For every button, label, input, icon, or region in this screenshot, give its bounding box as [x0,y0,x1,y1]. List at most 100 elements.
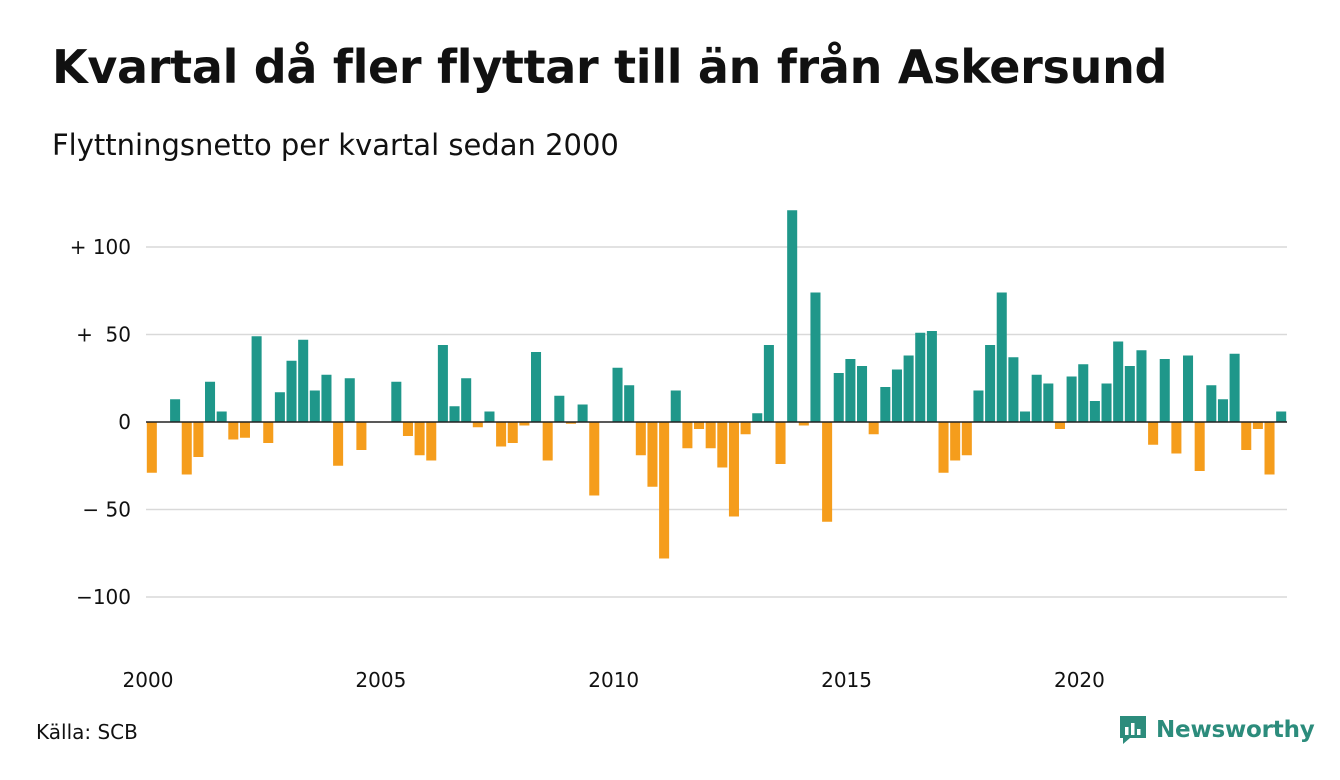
bar[interactable] [554,395,565,422]
bar[interactable] [1020,411,1031,423]
bar[interactable] [589,422,600,496]
bar[interactable] [414,422,425,456]
bar[interactable] [507,422,518,443]
bar[interactable] [1276,411,1287,423]
bar[interactable] [996,292,1007,423]
bar[interactable] [810,292,821,423]
bar[interactable] [1031,374,1042,422]
x-tick-label: 2000 [123,668,174,692]
bar[interactable] [915,332,926,422]
bar[interactable] [356,422,367,450]
bar[interactable] [146,422,157,473]
bar[interactable] [426,422,437,461]
bar[interactable] [728,422,739,517]
bar[interactable] [868,422,879,435]
bar[interactable] [239,422,250,438]
bar[interactable] [717,422,728,468]
bar[interactable] [1229,353,1240,422]
bar[interactable] [402,422,413,436]
bar[interactable] [170,399,181,422]
bar[interactable] [298,339,309,422]
bar[interactable] [1066,376,1077,423]
bar[interactable] [496,422,507,447]
bar[interactable] [193,422,204,457]
brand-logo[interactable]: Newsworthy [1118,714,1315,746]
bar[interactable] [903,355,914,423]
bar[interactable] [1113,341,1124,423]
bar[interactable] [1008,357,1019,422]
bar[interactable] [484,411,495,423]
bar[interactable] [205,381,216,422]
bar[interactable] [1043,383,1054,423]
bar[interactable] [961,422,972,456]
bar[interactable] [542,422,553,461]
newsworthy-chat-bar-icon [1120,716,1146,744]
bar[interactable] [740,422,751,435]
bar[interactable] [1078,364,1089,422]
bar[interactable] [274,392,285,422]
bar[interactable] [577,404,588,423]
x-axis-labels: 2000 2005 2010 2015 2020 [123,668,1105,692]
bar[interactable] [985,345,996,422]
bar[interactable] [1171,422,1182,454]
bar[interactable] [1124,366,1135,422]
bar[interactable] [938,422,949,473]
bar[interactable] [682,422,693,449]
bar[interactable] [531,352,542,422]
bar[interactable] [1159,359,1170,422]
bar[interactable] [705,422,716,449]
bar[interactable] [1101,383,1112,423]
bar[interactable] [344,378,355,422]
bar[interactable] [880,387,891,422]
bar[interactable] [216,411,227,423]
bar[interactable] [752,413,763,422]
bar[interactable] [461,378,472,422]
bar[interactable] [822,422,833,522]
bar[interactable] [449,406,460,422]
bar[interactable] [1089,401,1100,422]
bar[interactable] [857,366,868,422]
bar[interactable] [1264,422,1275,475]
bar[interactable] [263,422,274,443]
bar[interactable] [251,336,262,422]
bar[interactable] [1217,399,1228,422]
x-tick-label: 2005 [355,668,406,692]
bar[interactable] [845,359,856,422]
bar[interactable] [1136,350,1147,422]
bar[interactable] [565,422,576,424]
bar[interactable] [950,422,961,461]
bar[interactable] [659,422,670,559]
bars [146,210,1287,559]
bar[interactable] [635,422,646,456]
bar[interactable] [1194,422,1205,471]
bar[interactable] [926,331,937,422]
bar[interactable] [472,422,483,428]
bar[interactable] [647,422,658,487]
bar[interactable] [181,422,192,475]
bar[interactable] [973,390,984,423]
bar[interactable] [333,422,344,466]
bar[interactable] [612,367,623,422]
bar[interactable] [519,422,530,426]
bar[interactable] [694,422,705,429]
bar[interactable] [1252,422,1263,429]
bar[interactable] [624,385,635,422]
bar[interactable] [309,390,320,423]
bar[interactable] [1054,422,1065,429]
bar[interactable] [437,345,448,422]
bar[interactable] [1206,385,1217,422]
bar[interactable] [775,422,786,464]
bar[interactable] [1241,422,1252,450]
bar[interactable] [787,210,798,422]
bar[interactable] [391,381,402,422]
bar[interactable] [670,390,681,423]
bar[interactable] [228,422,239,440]
bar[interactable] [321,374,332,422]
bar[interactable] [763,345,774,422]
bar[interactable] [798,422,809,426]
bar[interactable] [1183,355,1194,423]
bar[interactable] [891,369,902,423]
bar[interactable] [833,373,844,422]
bar[interactable] [1148,422,1159,445]
bar[interactable] [286,360,297,422]
